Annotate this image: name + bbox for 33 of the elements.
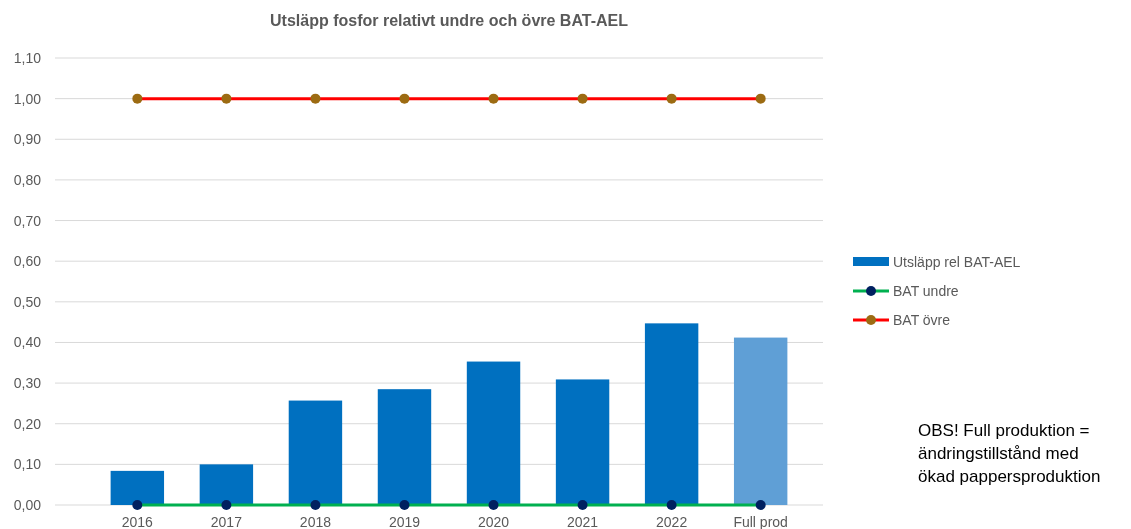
legend-label: Utsläpp rel BAT-AEL [893, 254, 1021, 270]
legend-label: BAT undre [893, 283, 959, 299]
y-tick-label: 0,60 [13, 253, 42, 270]
y-tick-label: 0,70 [13, 212, 42, 229]
bar [110, 470, 165, 505]
x-tick-label: 2019 [388, 514, 421, 529]
text: OBS! Full produktion = ändringstillstånd med ökad pappersproduktion [918, 421, 1101, 486]
x-tick-label: Full prod [733, 514, 788, 529]
bar [377, 389, 432, 505]
bar [199, 464, 254, 505]
x-tick-label: 2016 [121, 514, 154, 529]
x-tick-label: 2018 [299, 514, 332, 529]
y-tick-label: 0,80 [13, 171, 42, 188]
bar [555, 379, 610, 505]
legend-label: BAT övre [893, 312, 951, 328]
bar [733, 337, 788, 505]
x-tick-label: 2020 [477, 514, 510, 529]
y-tick-label: 0,20 [13, 415, 42, 432]
y-tick-label: 0,90 [13, 131, 42, 148]
x-tick-label: 2017 [210, 514, 243, 529]
y-tick-label: 0,30 [13, 375, 42, 392]
y-tick-label: 1,00 [13, 90, 42, 107]
y-tick-label: 1,10 [13, 50, 42, 66]
bar [466, 361, 521, 505]
y-tick-label: 0,10 [13, 456, 42, 473]
y-tick-label: 0,40 [13, 334, 42, 351]
bar [288, 400, 343, 505]
y-tick-label: 0,00 [13, 497, 42, 513]
x-tick-label: 2022 [656, 514, 688, 529]
bar [644, 323, 699, 505]
x-tick-label: 2021 [566, 514, 599, 529]
chart-title: Utsläpp fosfor relativt undre och övre BAT-AEL [270, 12, 629, 29]
y-tick-label: 0,50 [13, 293, 42, 310]
